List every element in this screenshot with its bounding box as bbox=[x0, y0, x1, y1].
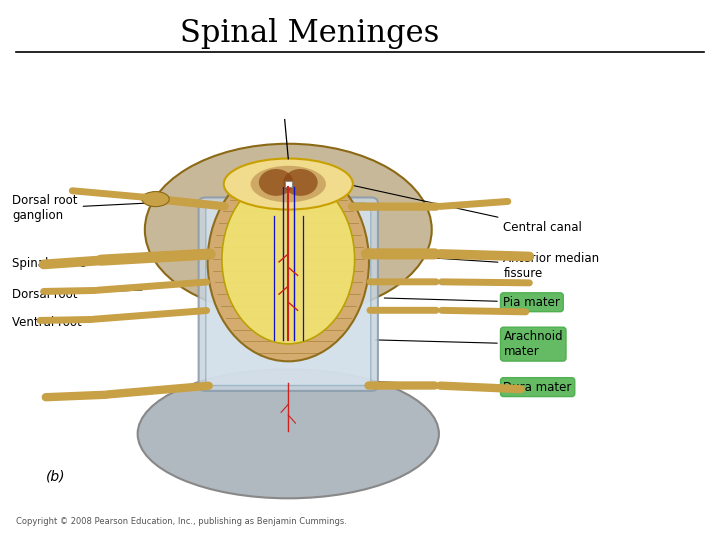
Ellipse shape bbox=[207, 163, 369, 361]
Ellipse shape bbox=[145, 144, 432, 316]
Ellipse shape bbox=[251, 166, 326, 202]
Text: Central canal: Central canal bbox=[354, 186, 582, 233]
Text: Copyright © 2008 Pearson Education, Inc., publishing as Benjamin Cummings.: Copyright © 2008 Pearson Education, Inc.… bbox=[16, 517, 346, 526]
Ellipse shape bbox=[259, 169, 293, 196]
FancyBboxPatch shape bbox=[199, 198, 378, 391]
Bar bbox=[284, 181, 292, 187]
FancyBboxPatch shape bbox=[206, 203, 371, 386]
Text: Dorsal root: Dorsal root bbox=[12, 288, 142, 301]
Ellipse shape bbox=[142, 192, 169, 207]
Text: Arachnoid
mater: Arachnoid mater bbox=[376, 330, 563, 358]
Ellipse shape bbox=[222, 174, 355, 344]
Text: (b): (b) bbox=[45, 470, 65, 484]
Ellipse shape bbox=[224, 159, 353, 210]
Text: Spinal nerve: Spinal nerve bbox=[12, 256, 138, 269]
Text: Spinal Meninges: Spinal Meninges bbox=[180, 17, 439, 49]
Text: Dorsal root
ganglion: Dorsal root ganglion bbox=[12, 194, 149, 222]
Text: Dura mater: Dura mater bbox=[377, 381, 572, 394]
Ellipse shape bbox=[283, 169, 318, 196]
Ellipse shape bbox=[138, 369, 439, 498]
Text: Anterior median
fissure: Anterior median fissure bbox=[374, 252, 600, 280]
Text: Pia mater: Pia mater bbox=[384, 296, 560, 309]
Text: Ventral root: Ventral root bbox=[12, 316, 140, 329]
